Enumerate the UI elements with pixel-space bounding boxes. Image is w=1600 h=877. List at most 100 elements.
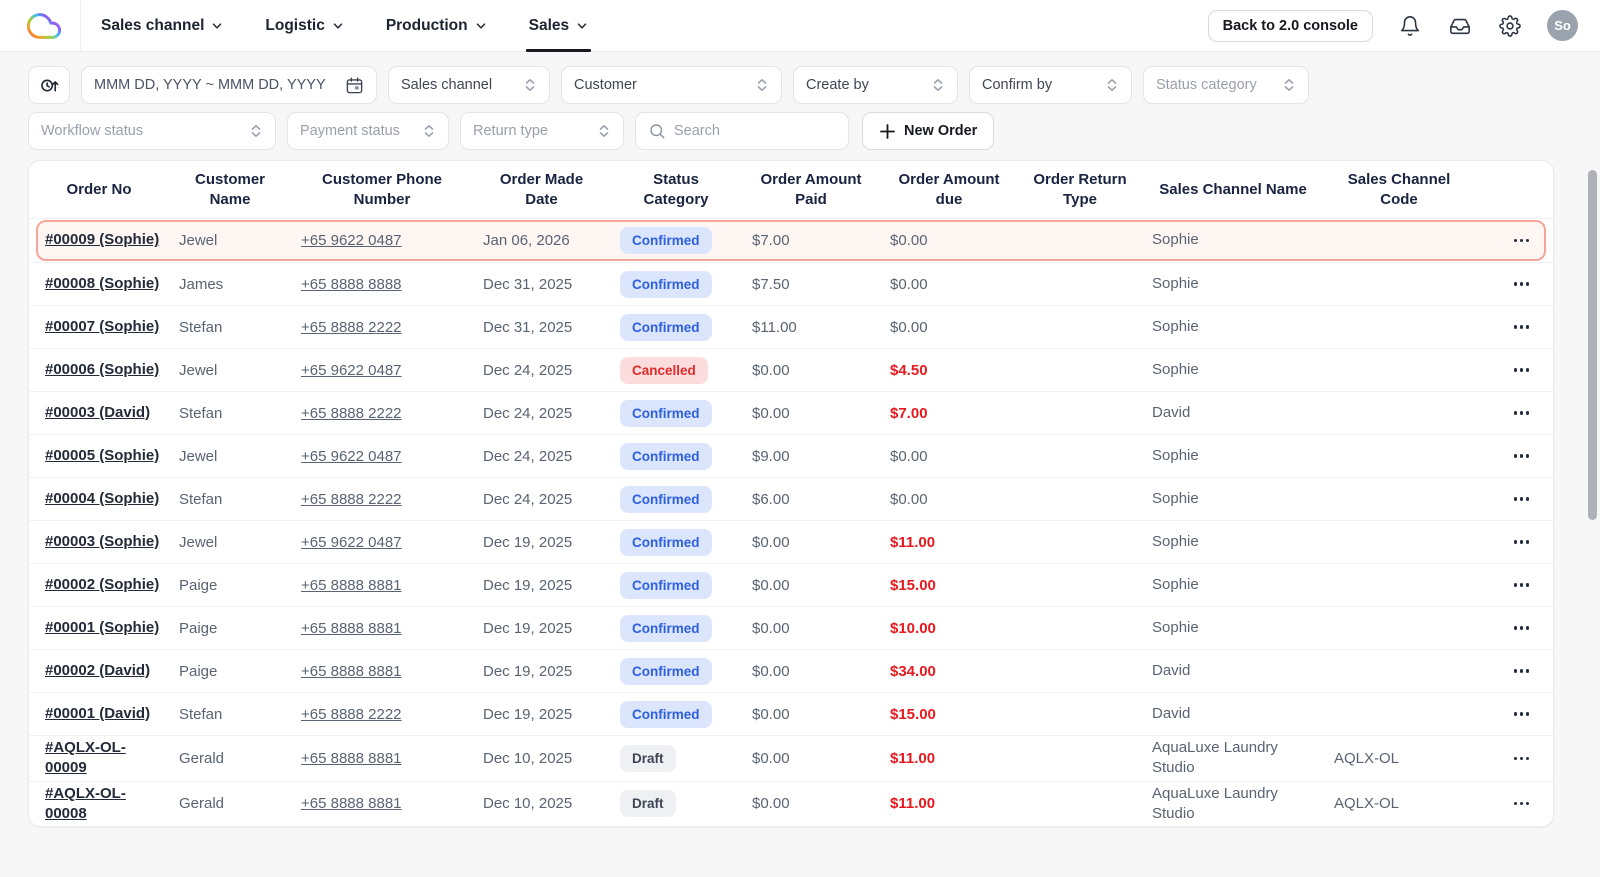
amount-paid-cell: $0.00 xyxy=(752,404,790,422)
nav-menu-item[interactable]: Sales channel xyxy=(101,0,223,52)
filter-select[interactable]: Confirm by xyxy=(969,66,1132,104)
sales-channel-name-cell: Sophie xyxy=(1152,489,1199,507)
filter-select[interactable]: Create by xyxy=(793,66,958,104)
row-actions-button[interactable] xyxy=(1512,534,1531,549)
column-header: Customer Phone Number xyxy=(321,170,442,208)
row-actions-button[interactable] xyxy=(1512,233,1531,248)
order-no-link[interactable]: #00005 (Sophie) xyxy=(45,446,160,464)
search-input[interactable] xyxy=(674,123,836,139)
customer-name-cell: Paige xyxy=(179,576,218,594)
phone-link[interactable]: +65 8888 8881 xyxy=(301,662,402,680)
row-actions-button[interactable] xyxy=(1512,663,1531,678)
order-no-link[interactable]: #00008 (Sophie) xyxy=(45,274,160,292)
status-badge: Confirmed xyxy=(620,657,712,685)
settings-button[interactable] xyxy=(1497,13,1523,39)
sales-channel-name-cell: David xyxy=(1152,403,1191,421)
phone-link[interactable]: +65 9622 0487 xyxy=(301,533,402,551)
customer-name-cell: Paige xyxy=(179,619,218,637)
phone-link[interactable]: +65 8888 8888 xyxy=(301,275,402,293)
phone-link[interactable]: +65 8888 8881 xyxy=(301,749,402,767)
phone-cell: +65 9622 0487 xyxy=(291,534,473,551)
user-avatar[interactable]: So xyxy=(1547,10,1578,41)
order-no-link[interactable]: #AQLX-OL-00008 xyxy=(45,784,126,822)
vertical-scrollbar-thumb[interactable] xyxy=(1588,170,1597,520)
date-range-field[interactable] xyxy=(94,77,337,93)
row-actions-button[interactable] xyxy=(1512,796,1531,811)
filter-select[interactable]: Payment status xyxy=(287,112,449,150)
table-row: #00005 (Sophie) Jewel +65 9622 0487 Dec … xyxy=(29,434,1553,477)
order-no-link[interactable]: #00003 (Sophie) xyxy=(45,532,160,550)
phone-link[interactable]: +65 9622 0487 xyxy=(301,232,402,249)
row-actions-button[interactable] xyxy=(1512,706,1531,721)
date-range-input[interactable] xyxy=(81,66,377,104)
sort-by-time-button[interactable] xyxy=(28,66,70,104)
filter-select-value: Payment status xyxy=(300,123,400,139)
status-cell: Draft xyxy=(610,744,742,772)
order-no-link[interactable]: #AQLX-OL-00009 xyxy=(45,739,126,777)
amount-paid-cell: $0.00 xyxy=(752,662,790,680)
phone-link[interactable]: +65 9622 0487 xyxy=(301,447,402,465)
filter-select[interactable]: Return type xyxy=(460,112,624,150)
order-no-link[interactable]: #00001 (Sophie) xyxy=(45,618,160,636)
row-actions-button[interactable] xyxy=(1512,448,1531,463)
order-no-cell: #00002 (Sophie) xyxy=(29,575,169,595)
filter-select[interactable]: Customer xyxy=(561,66,782,104)
row-actions-button[interactable] xyxy=(1512,491,1531,506)
status-badge: Confirmed xyxy=(620,614,712,642)
order-no-cell: #00006 (Sophie) xyxy=(29,360,169,380)
order-no-link[interactable]: #00007 (Sophie) xyxy=(45,317,160,335)
row-actions-button[interactable] xyxy=(1512,405,1531,420)
back-to-console-button[interactable]: Back to 2.0 console xyxy=(1207,9,1373,42)
row-actions-button[interactable] xyxy=(1512,276,1531,291)
row-actions-button[interactable] xyxy=(1512,751,1531,766)
chevron-down-icon xyxy=(333,22,343,29)
order-date-cell: Dec 10, 2025 xyxy=(483,749,573,767)
phone-link[interactable]: +65 8888 2222 xyxy=(301,705,402,723)
calendar-icon xyxy=(346,77,363,93)
row-actions-button[interactable] xyxy=(1512,620,1531,635)
notifications-button[interactable] xyxy=(1397,13,1423,39)
table-row: #00006 (Sophie) Jewel +65 9622 0487 Dec … xyxy=(29,348,1553,391)
amount-due-cell: $15.00 xyxy=(890,576,936,594)
caret-updown-icon xyxy=(424,125,434,137)
chevron-down-icon xyxy=(476,22,485,29)
rainbow-cloud-logo[interactable] xyxy=(24,6,64,46)
order-no-link[interactable]: #00009 (Sophie) xyxy=(45,231,160,249)
column-header: Customer Name xyxy=(194,170,265,208)
customer-name-cell: Gerald xyxy=(179,795,225,813)
new-order-label: New Order xyxy=(904,123,978,139)
order-no-link[interactable]: #00004 (Sophie) xyxy=(45,489,160,507)
phone-link[interactable]: +65 8888 8881 xyxy=(301,576,402,594)
column-header: Order Amount due xyxy=(898,170,1000,208)
order-no-link[interactable]: #00002 (Sophie) xyxy=(45,575,160,593)
phone-cell: +65 8888 2222 xyxy=(291,319,473,336)
filter-select[interactable]: Status category xyxy=(1143,66,1309,104)
row-actions-cell xyxy=(1474,491,1553,506)
order-no-link[interactable]: #00002 (David) xyxy=(45,661,151,679)
table-row: #AQLX-OL-00009 Gerald +65 8888 8881 Dec … xyxy=(29,735,1553,781)
phone-link[interactable]: +65 8888 2222 xyxy=(301,318,402,336)
table-row: #00001 (Sophie) Paige +65 8888 8881 Dec … xyxy=(29,606,1553,649)
order-no-cell: #00001 (Sophie) xyxy=(29,618,169,638)
nav-menu-item[interactable]: Production xyxy=(386,0,487,52)
order-no-link[interactable]: #00006 (Sophie) xyxy=(45,360,160,378)
search-box[interactable] xyxy=(635,112,849,150)
inbox-button[interactable] xyxy=(1447,13,1473,39)
table-row: #00007 (Sophie) Stefan +65 8888 2222 Dec… xyxy=(29,305,1553,348)
filter-select[interactable]: Sales channel xyxy=(388,66,550,104)
order-no-link[interactable]: #00001 (David) xyxy=(45,704,151,722)
phone-link[interactable]: +65 8888 2222 xyxy=(301,404,402,422)
row-actions-button[interactable] xyxy=(1512,362,1531,377)
phone-link[interactable]: +65 8888 8881 xyxy=(301,795,402,813)
phone-link[interactable]: +65 8888 2222 xyxy=(301,490,402,508)
row-actions-button[interactable] xyxy=(1512,577,1531,592)
phone-link[interactable]: +65 9622 0487 xyxy=(301,361,402,379)
new-order-button[interactable]: New Order xyxy=(862,112,995,150)
nav-menu-item[interactable]: Logistic xyxy=(265,0,343,52)
filter-select[interactable]: Workflow status xyxy=(28,112,276,150)
nav-menu-item[interactable]: Sales xyxy=(525,0,591,52)
order-no-link[interactable]: #00003 (David) xyxy=(45,403,151,421)
row-actions-button[interactable] xyxy=(1512,319,1531,334)
order-no-cell: #00003 (David) xyxy=(29,403,169,423)
phone-link[interactable]: +65 8888 8881 xyxy=(301,619,402,637)
